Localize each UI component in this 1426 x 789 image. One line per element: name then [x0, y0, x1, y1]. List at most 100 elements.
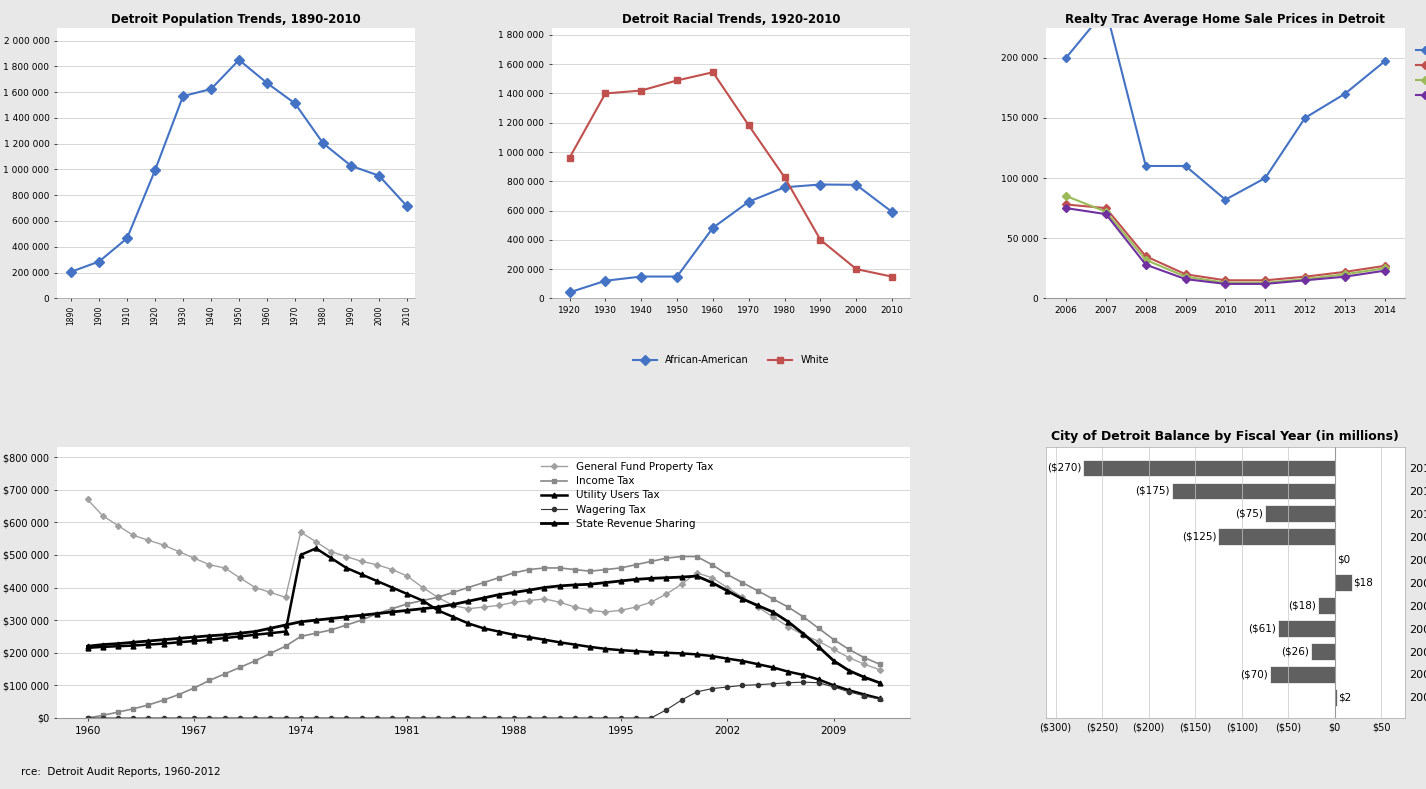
State Revenue Sharing — [550, 581, 568, 591]
Title: Detroit Population Trends, 1890-2010: Detroit Population Trends, 1890-2010 — [111, 13, 361, 27]
Bar — [1218, 529, 1335, 545]
Line: African-American: African-American — [566, 181, 896, 296]
West Side — [1176, 272, 1194, 282]
African-American — [560, 288, 578, 297]
African-American — [740, 197, 757, 207]
African-American — [884, 208, 901, 217]
Southwest — [1137, 260, 1154, 269]
Line: Southwest: Southwest — [1064, 205, 1387, 286]
White — [669, 76, 686, 85]
Line: Wagering Tax: Wagering Tax — [86, 680, 881, 720]
African-American — [704, 223, 722, 233]
Midtown — [1216, 195, 1233, 204]
Income Tax — [536, 563, 553, 573]
Utility Users Tax — [566, 640, 583, 649]
State Revenue Sharing — [78, 641, 96, 651]
Bar — [1318, 597, 1335, 614]
Utility Users Tax — [550, 638, 568, 647]
Wagering Tax — [689, 687, 706, 697]
General Fund Property Tax — [536, 594, 553, 604]
Wagering Tax — [78, 713, 96, 723]
West Side — [1296, 275, 1313, 284]
Line: State Revenue Sharing: State Revenue Sharing — [86, 574, 883, 685]
Legend: Midtown, East Side, West Side, Southwest: Midtown, East Side, West Side, Southwest — [1412, 41, 1426, 105]
State Revenue Sharing — [871, 678, 888, 687]
Line: White: White — [566, 69, 896, 280]
East Side — [1296, 272, 1313, 282]
Text: ($175): ($175) — [1135, 486, 1169, 495]
Income Tax — [871, 660, 888, 669]
Southwest — [1296, 275, 1313, 285]
Text: $0: $0 — [1336, 555, 1350, 565]
State Revenue Sharing — [536, 583, 553, 593]
Southwest — [1216, 279, 1233, 289]
Utility Users Tax — [871, 694, 888, 703]
East Side — [1256, 275, 1273, 285]
Line: Income Tax: Income Tax — [86, 555, 881, 720]
State Revenue Sharing — [582, 579, 599, 589]
Bar — [1335, 689, 1336, 705]
Text: rce:  Detroit Audit Reports, 1960-2012: rce: Detroit Audit Reports, 1960-2012 — [21, 767, 221, 777]
West Side — [1058, 192, 1075, 201]
Wagering Tax — [794, 678, 811, 687]
General Fund Property Tax — [871, 665, 888, 675]
Bar — [1265, 506, 1335, 522]
General Fund Property Tax — [292, 527, 309, 537]
Line: Utility Users Tax: Utility Users Tax — [86, 546, 883, 701]
White — [740, 121, 757, 130]
Income Tax — [78, 713, 96, 723]
Bar — [1278, 620, 1335, 637]
Midtown — [1137, 161, 1154, 170]
Midtown — [1176, 161, 1194, 170]
General Fund Property Tax — [78, 495, 96, 504]
Midtown — [1376, 57, 1393, 66]
African-American — [669, 272, 686, 282]
African-American — [776, 182, 793, 192]
West Side — [1336, 270, 1353, 279]
Income Tax — [794, 612, 811, 622]
West Side — [1137, 255, 1154, 264]
East Side — [1216, 275, 1233, 285]
White — [811, 235, 829, 245]
Income Tax — [550, 563, 568, 573]
White — [560, 153, 578, 163]
Wagering Tax — [292, 713, 309, 723]
African-American — [811, 180, 829, 189]
Income Tax — [582, 567, 599, 576]
Text: ($61): ($61) — [1248, 623, 1276, 634]
Utility Users Tax — [78, 643, 96, 653]
West Side — [1256, 278, 1273, 287]
State Revenue Sharing — [703, 578, 720, 587]
Utility Users Tax — [703, 651, 720, 660]
Utility Users Tax — [794, 670, 811, 679]
East Side — [1336, 267, 1353, 277]
Text: ($70): ($70) — [1241, 669, 1268, 679]
Bar — [1269, 666, 1335, 682]
Bar — [1172, 483, 1335, 499]
Line: West Side: West Side — [1064, 193, 1387, 286]
White — [633, 86, 650, 95]
African-American — [597, 276, 615, 286]
Midtown — [1296, 113, 1313, 122]
General Fund Property Tax — [550, 597, 568, 607]
Midtown — [1256, 174, 1273, 183]
East Side — [1176, 270, 1194, 279]
Wagering Tax — [780, 678, 797, 687]
Southwest — [1058, 204, 1075, 213]
General Fund Property Tax — [780, 622, 797, 631]
Title: Detroit Racial Trends, 1920-2010: Detroit Racial Trends, 1920-2010 — [622, 13, 840, 27]
Southwest — [1176, 275, 1194, 284]
Text: ($270): ($270) — [1047, 463, 1081, 473]
Text: $2: $2 — [1339, 693, 1352, 702]
Utility Users Tax — [292, 550, 309, 559]
East Side — [1098, 204, 1115, 213]
Legend: African-American, White: African-American, White — [629, 352, 833, 369]
Southwest — [1336, 272, 1353, 282]
Income Tax — [703, 560, 720, 570]
Line: Midtown: Midtown — [1064, 7, 1387, 203]
White — [704, 68, 722, 77]
White — [847, 264, 864, 274]
Bar — [1084, 459, 1335, 476]
Text: ($125): ($125) — [1182, 532, 1216, 542]
State Revenue Sharing — [292, 617, 309, 626]
